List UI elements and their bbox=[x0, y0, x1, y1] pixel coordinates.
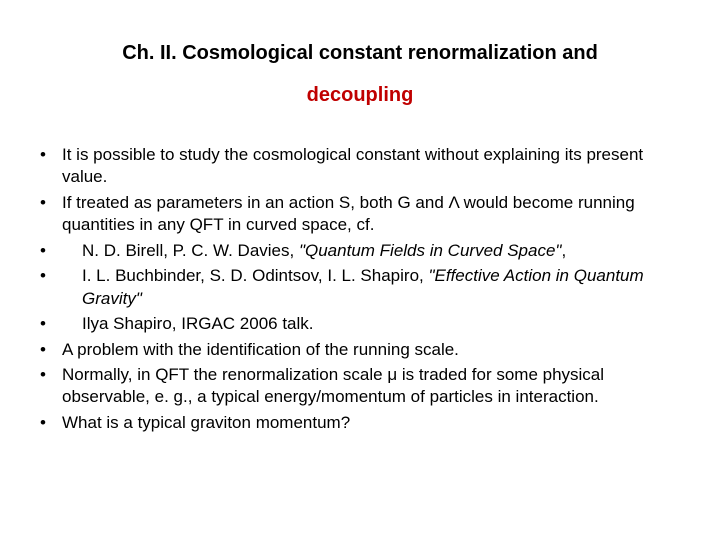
bullet-list: It is possible to study the cosmological… bbox=[28, 144, 692, 434]
ref-authors: N. D. Birell, P. C. W. Davies, bbox=[82, 241, 299, 260]
list-item: Ilya Shapiro, IRGAC 2006 talk. bbox=[62, 313, 692, 335]
list-item: A problem with the identification of the… bbox=[62, 339, 692, 361]
list-item: If treated as parameters in an action S,… bbox=[62, 192, 692, 237]
ref-authors: I. L. Buchbinder, S. D. Odintsov, I. L. … bbox=[82, 266, 428, 285]
list-item: It is possible to study the cosmological… bbox=[62, 144, 692, 189]
bullet-text: If treated as parameters in an action S,… bbox=[62, 193, 635, 234]
ref-title: "Quantum Fields in Curved Space" bbox=[299, 241, 561, 260]
bullet-text: It is possible to study the cosmological… bbox=[62, 145, 643, 186]
ref-post: , bbox=[561, 241, 566, 260]
title-line-2: decoupling bbox=[28, 74, 692, 116]
bullet-text-indented: N. D. Birell, P. C. W. Davies, "Quantum … bbox=[62, 240, 692, 262]
bullet-text: What is a typical graviton momentum? bbox=[62, 413, 350, 432]
list-item: Normally, in QFT the renormalization sca… bbox=[62, 364, 692, 409]
bullet-text: Normally, in QFT the renormalization sca… bbox=[62, 365, 604, 406]
title-line-1: Ch. II. Cosmological constant renormaliz… bbox=[28, 32, 692, 74]
bullet-text: A problem with the identification of the… bbox=[62, 340, 459, 359]
list-item: What is a typical graviton momentum? bbox=[62, 412, 692, 434]
list-item: I. L. Buchbinder, S. D. Odintsov, I. L. … bbox=[62, 265, 692, 310]
slide-title: Ch. II. Cosmological constant renormaliz… bbox=[28, 32, 692, 116]
list-item: N. D. Birell, P. C. W. Davies, "Quantum … bbox=[62, 240, 692, 262]
bullet-text-indented: I. L. Buchbinder, S. D. Odintsov, I. L. … bbox=[62, 265, 692, 310]
bullet-text-indented: Ilya Shapiro, IRGAC 2006 talk. bbox=[62, 313, 692, 335]
